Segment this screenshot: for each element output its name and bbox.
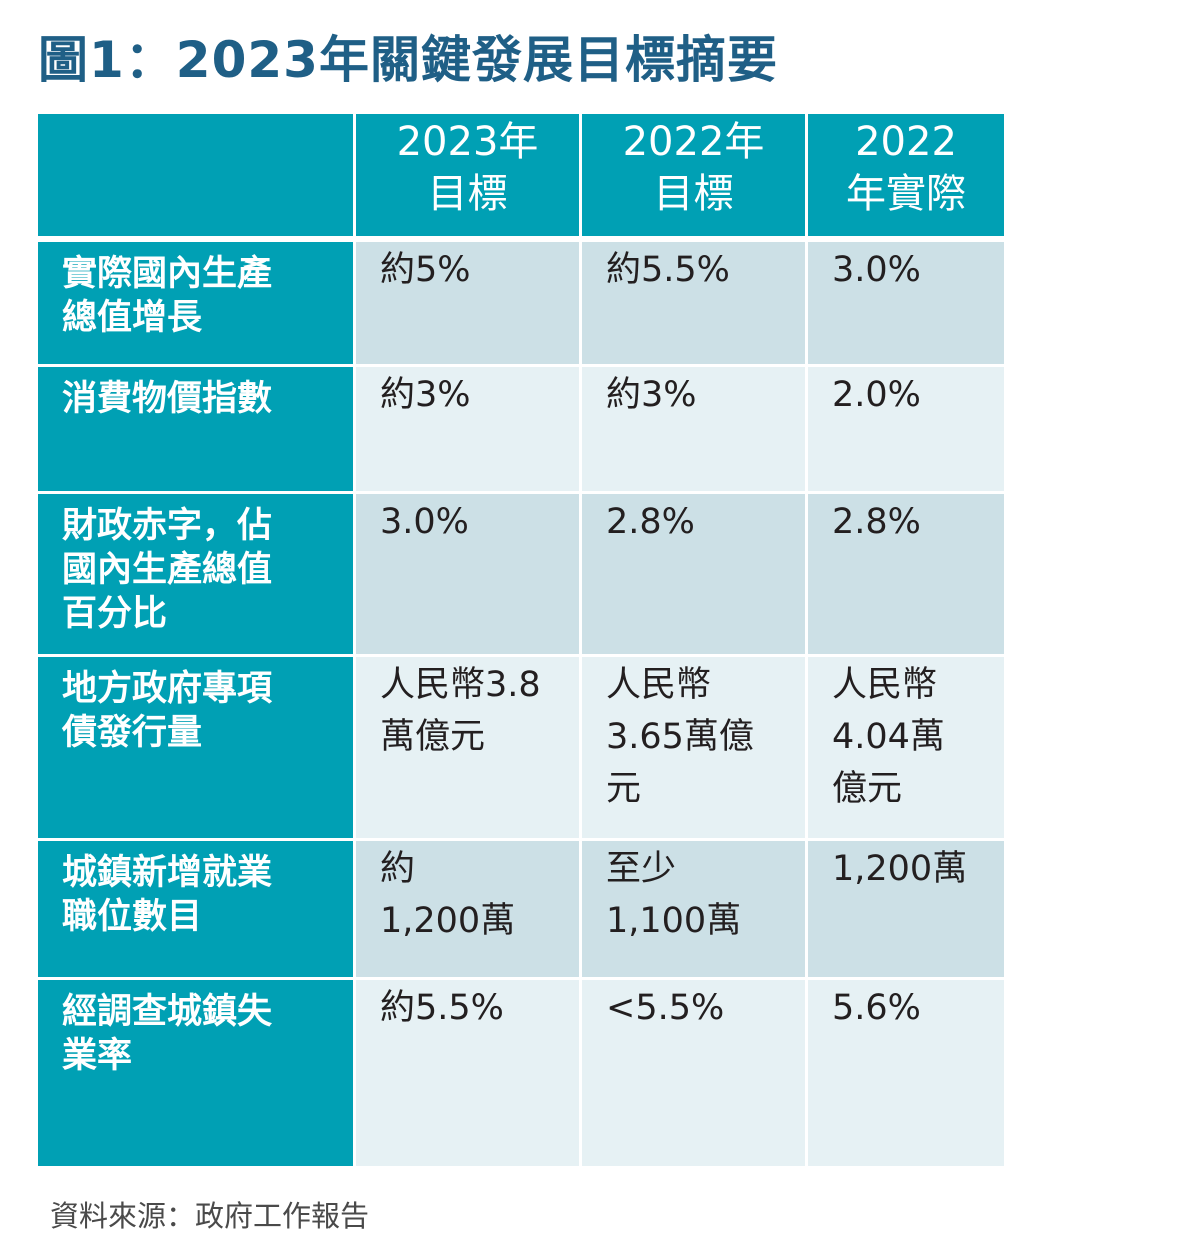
row-header: 實際國內生產 總值增長 <box>38 242 353 364</box>
table-cell: 1,200萬 <box>808 841 1004 977</box>
row-header: 城鎮新增就業 職位數目 <box>38 841 353 977</box>
row-header: 經調查城鎮失 業率 <box>38 980 353 1166</box>
table-cell: 2.0% <box>808 367 1004 491</box>
column-header: 2023年 目標 <box>356 114 579 236</box>
chart-title: 圖1：2023年關鍵發展目標摘要 <box>38 31 778 89</box>
table-cell: 約5% <box>356 242 579 364</box>
header-corner-cell <box>38 114 353 236</box>
table-cell: 2.8% <box>808 494 1004 654</box>
row-header: 消費物價指數 <box>38 367 353 491</box>
table-cell: 3.0% <box>356 494 579 654</box>
table-cell: 約 1,200萬 <box>356 841 579 977</box>
table-cell: 約5.5% <box>356 980 579 1166</box>
row-header: 財政赤字，佔 國內生產總值 百分比 <box>38 494 353 654</box>
table-cell: 約5.5% <box>582 242 805 364</box>
data-table: 2023年 目標 2022年 目標 2022 年實際 實際國內生產 總值增長 約… <box>38 114 1004 1166</box>
table-cell: 5.6% <box>808 980 1004 1166</box>
table-cell: 人民幣 3.65萬億 元 <box>582 657 805 838</box>
table-cell: 至少 1,100萬 <box>582 841 805 977</box>
table-cell: 人民幣 4.04萬 億元 <box>808 657 1004 838</box>
table-cell: 約3% <box>582 367 805 491</box>
source-note: 資料來源：政府工作報告 <box>50 1199 370 1233</box>
column-header: 2022年 目標 <box>582 114 805 236</box>
table-cell: <5.5% <box>582 980 805 1166</box>
table-cell: 人民幣3.8 萬億元 <box>356 657 579 838</box>
row-header: 地方政府專項 債發行量 <box>38 657 353 838</box>
table-cell: 3.0% <box>808 242 1004 364</box>
table-cell: 約3% <box>356 367 579 491</box>
column-header: 2022 年實際 <box>808 114 1004 236</box>
table-cell: 2.8% <box>582 494 805 654</box>
